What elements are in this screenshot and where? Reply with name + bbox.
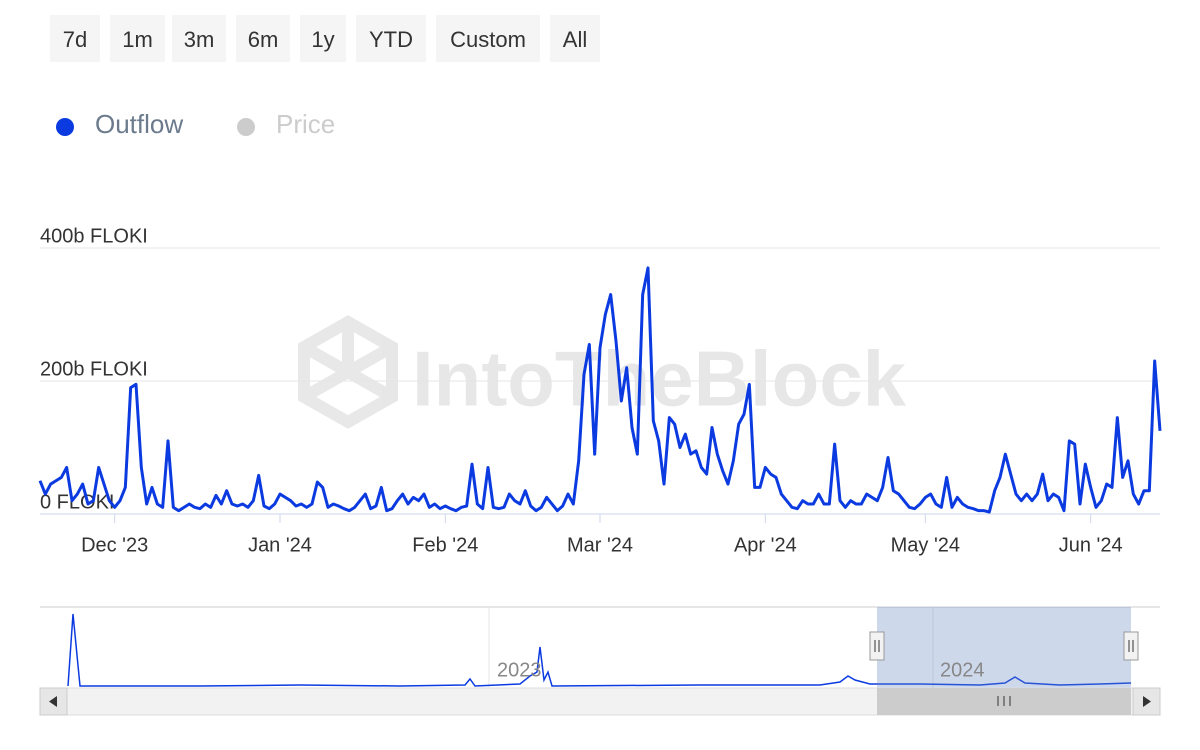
x-tick-label: Dec '23 bbox=[81, 534, 148, 556]
range-button-label: 6m bbox=[248, 27, 279, 52]
legend-label[interactable]: Outflow bbox=[95, 109, 183, 139]
range-button[interactable] bbox=[300, 15, 346, 62]
navigator: 2023 2024 bbox=[39, 606, 1161, 716]
range-button-label: YTD bbox=[369, 27, 413, 52]
range-button[interactable] bbox=[50, 15, 100, 62]
arrow-right bbox=[1143, 696, 1151, 707]
series-line bbox=[38, 266, 1162, 514]
x-tick-label: Feb '24 bbox=[412, 534, 478, 556]
y-tick-label: 0 FLOKI bbox=[40, 491, 114, 513]
watermark-text: IntoTheBlock bbox=[412, 335, 907, 423]
navigator-selection[interactable] bbox=[877, 607, 1131, 688]
x-tick-label: Jun '24 bbox=[1059, 534, 1123, 556]
x-tick-label: May '24 bbox=[891, 534, 960, 556]
range-button[interactable] bbox=[356, 15, 426, 62]
x-tick-label: Apr '24 bbox=[734, 534, 797, 556]
y-tick-label: 200b FLOKI bbox=[40, 358, 148, 380]
navigator-handle[interactable] bbox=[869, 631, 885, 661]
range-button[interactable] bbox=[550, 15, 600, 62]
watermark: IntoTheBlock bbox=[298, 315, 907, 429]
scrollbar-grip bbox=[997, 696, 1011, 706]
range-button[interactable] bbox=[172, 15, 226, 62]
legend-marker[interactable] bbox=[56, 118, 74, 136]
arrow-left bbox=[49, 696, 57, 707]
range-button[interactable] bbox=[236, 15, 290, 62]
navigator-handle[interactable] bbox=[1123, 631, 1139, 661]
navigator-label: 2023 bbox=[497, 659, 542, 681]
range-button-label: Custom bbox=[450, 27, 526, 52]
x-tick-label: Jan '24 bbox=[248, 534, 312, 556]
range-button-label: 1y bbox=[311, 27, 334, 52]
legend-label[interactable]: Price bbox=[276, 109, 335, 139]
navigator-line bbox=[67, 613, 1132, 687]
range-button-label: 7d bbox=[63, 27, 87, 52]
x-tick-label: Mar '24 bbox=[567, 534, 633, 556]
range-button-label: 3m bbox=[184, 27, 215, 52]
range-button-label: All bbox=[563, 27, 587, 52]
watermark-icon bbox=[298, 315, 398, 429]
range-button[interactable] bbox=[436, 15, 540, 62]
range-button[interactable] bbox=[110, 15, 165, 62]
range-button-label: 1m bbox=[122, 27, 153, 52]
legend-marker[interactable] bbox=[237, 118, 255, 136]
navigator-label: 2024 bbox=[940, 659, 985, 681]
y-tick-label: 400b FLOKI bbox=[40, 225, 148, 247]
